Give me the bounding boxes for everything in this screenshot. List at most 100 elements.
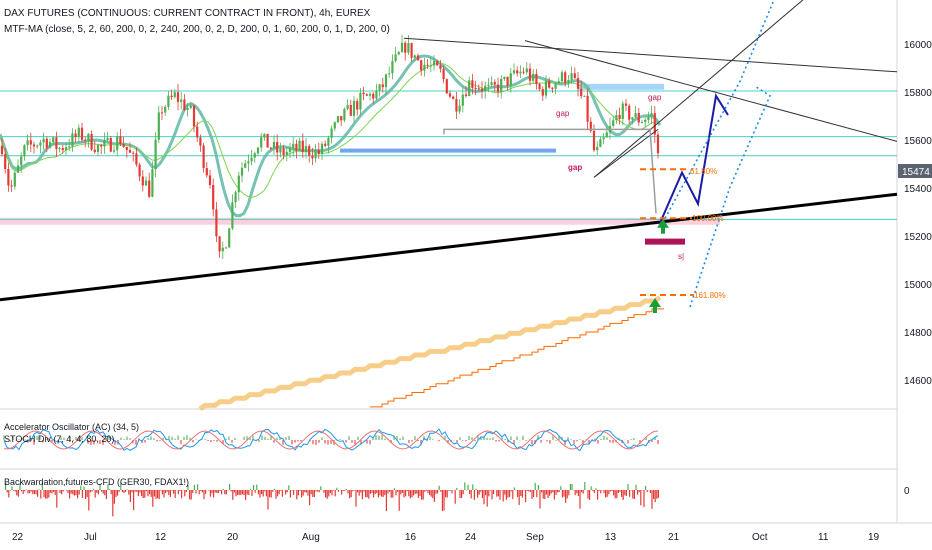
candle-body — [116, 136, 119, 151]
candle-body — [477, 88, 480, 90]
candle-body — [61, 148, 64, 151]
candle-body — [327, 137, 330, 146]
candle-body — [160, 112, 164, 114]
fib-label-1618: 161.80% — [694, 291, 726, 300]
candle-body — [525, 68, 528, 73]
candle-body — [180, 99, 183, 102]
candle-body — [301, 140, 304, 152]
x-tick-oct: Oct — [752, 532, 768, 543]
ac-title: Accelerator Oscillator (AC) (34, 5) — [4, 422, 139, 432]
blue-zone — [340, 148, 556, 153]
candle-body — [349, 104, 352, 116]
candle-body — [122, 144, 125, 147]
x-tick-sep: Sep — [526, 532, 544, 543]
gap-label-2: gap — [556, 109, 570, 118]
candle-body — [455, 99, 458, 112]
candle-body — [68, 146, 71, 148]
candle-body — [362, 92, 365, 95]
candle-body — [112, 150, 116, 152]
x-tick-aug: Aug — [302, 532, 320, 543]
candle-body — [650, 113, 653, 117]
candle-body — [135, 153, 138, 165]
candle-body — [212, 185, 215, 210]
candle-body — [269, 147, 272, 149]
candle-body — [96, 144, 100, 152]
candle-body — [410, 42, 413, 58]
backwardation-title: Backwardation,futures-CFD (GER30, FDAX1!… — [4, 477, 189, 487]
candle-body — [631, 117, 634, 120]
candle-body — [132, 152, 135, 154]
candle-body — [276, 141, 279, 153]
buy-arrow-1 — [649, 298, 661, 313]
candle-body — [247, 161, 250, 164]
candle-body — [445, 79, 448, 94]
candle-body — [224, 247, 228, 249]
candle-body — [416, 55, 420, 61]
candle-body — [304, 146, 308, 152]
channel-line-upper — [593, 0, 804, 178]
candle-body — [138, 164, 141, 177]
candle-body — [426, 64, 429, 66]
candle-body — [189, 105, 192, 108]
candle-body — [458, 105, 461, 112]
candle-body — [400, 42, 404, 53]
buy-arrow-0 — [657, 218, 669, 234]
candle-body — [621, 103, 624, 119]
resistance-zone — [578, 83, 664, 90]
candle-body — [356, 101, 359, 110]
candle-body — [186, 107, 189, 110]
candle-body — [471, 80, 474, 89]
candle-body — [580, 88, 583, 97]
candle-body — [429, 65, 432, 67]
candle-body — [26, 140, 29, 146]
candle-body — [340, 116, 343, 121]
trendlines-layer — [0, 0, 898, 308]
x-tick-16: 16 — [405, 532, 417, 543]
candle-body — [554, 83, 557, 89]
candle-body — [506, 76, 509, 86]
candle-body — [343, 108, 346, 121]
candle-body — [285, 151, 288, 156]
support-trendline — [0, 192, 898, 302]
candle-body — [237, 175, 240, 193]
x-tick-jul: Jul — [84, 532, 97, 543]
candle-body — [0, 145, 4, 155]
candle-body — [589, 121, 592, 131]
indicator-title: MTF-MA (close, 5, 2, 60, 200, 0, 2, 240,… — [4, 24, 390, 35]
candle-body — [55, 137, 58, 149]
candle-body — [442, 68, 445, 80]
stoch-d-line — [3, 430, 659, 450]
candle-body — [576, 78, 580, 89]
candle-body — [368, 93, 372, 96]
candle-body — [490, 82, 493, 85]
annotations-layer — [640, 168, 694, 313]
candle-body — [192, 105, 196, 127]
candle-body — [324, 143, 327, 146]
candle-body — [215, 209, 218, 237]
chart-title: DAX FUTURES (CONTINUOUS: CURRENT CONTRAC… — [4, 8, 371, 19]
candle-body — [183, 99, 186, 110]
candle-body — [384, 74, 388, 88]
candle-body — [474, 88, 477, 90]
candle-body — [544, 80, 548, 96]
candle-body — [64, 147, 68, 151]
signal-marker: s| — [678, 252, 684, 261]
candle-body — [266, 133, 269, 148]
candle-body — [573, 73, 576, 79]
candle-body — [106, 138, 109, 141]
candle-body — [167, 95, 170, 107]
candle-body — [173, 92, 176, 98]
candle-body — [157, 112, 160, 140]
candle-body — [640, 122, 644, 124]
candle-body — [39, 142, 42, 146]
candle-body — [397, 52, 400, 55]
candle-body — [503, 76, 506, 79]
candle-body — [148, 180, 151, 197]
candle-body — [52, 137, 55, 143]
resistance-line-lower — [524, 40, 898, 142]
candle-body — [231, 202, 234, 229]
backwardation-zero-tick: 0 — [904, 486, 910, 497]
x-tick-21: 21 — [668, 532, 680, 543]
dotted-path-1 — [689, 85, 772, 308]
candle-body — [637, 112, 640, 123]
